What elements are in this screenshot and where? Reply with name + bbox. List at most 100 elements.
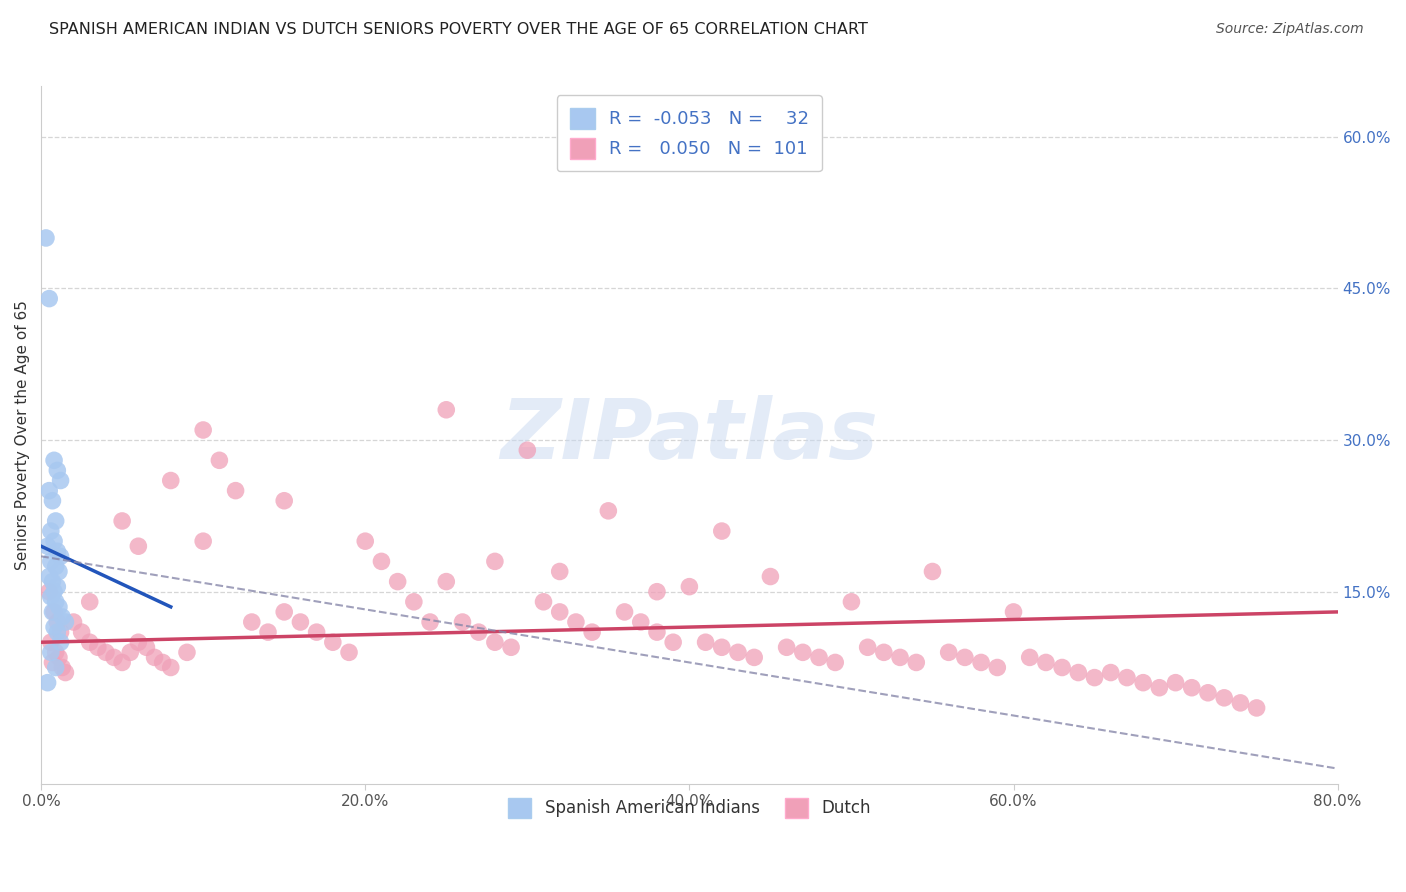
Point (240, 615, 263, 629)
Point (38, 292, 60, 306)
Point (103, 650, 125, 665)
Point (120, 645, 142, 659)
Point (46, 463, 69, 477)
Point (598, 504, 620, 518)
Point (159, 660, 181, 674)
Point (533, 595, 555, 609)
Point (41, 605, 63, 619)
Point (1018, 650, 1040, 665)
Point (176, 645, 198, 659)
Point (824, 656, 846, 670)
Point (42, 620, 65, 634)
Text: ZIPatlas: ZIPatlas (501, 394, 879, 475)
Point (41, 656, 63, 670)
Point (46, 544, 69, 558)
Point (94, 645, 117, 659)
Point (225, 483, 247, 498)
Point (548, 565, 571, 579)
Point (1149, 681, 1171, 695)
Point (290, 615, 312, 629)
Point (42, 453, 65, 467)
Point (645, 584, 668, 599)
Point (45, 595, 67, 609)
Point (48, 599, 70, 614)
Point (1099, 665, 1122, 680)
Point (193, 534, 215, 549)
Point (792, 645, 814, 659)
Point (1002, 605, 1025, 619)
Point (1067, 665, 1090, 680)
Point (1246, 701, 1268, 715)
Point (273, 605, 295, 619)
Point (678, 580, 700, 594)
Point (986, 660, 1008, 674)
Point (273, 493, 295, 508)
Point (1083, 671, 1105, 685)
Point (87, 640, 110, 655)
Point (46, 615, 69, 629)
Point (1229, 696, 1251, 710)
Text: Source: ZipAtlas.com: Source: ZipAtlas.com (1216, 22, 1364, 37)
Point (42, 584, 65, 599)
Point (1213, 690, 1236, 705)
Point (38, 483, 60, 498)
Point (143, 650, 166, 665)
Point (55, 665, 77, 680)
Point (695, 635, 717, 649)
Point (39, 524, 62, 538)
Point (208, 453, 231, 467)
Point (953, 650, 976, 665)
Point (135, 640, 157, 655)
Point (727, 645, 749, 659)
Point (613, 605, 636, 619)
Point (710, 640, 733, 655)
Point (305, 625, 328, 640)
Point (742, 650, 765, 665)
Point (111, 656, 134, 670)
Point (921, 565, 943, 579)
Point (841, 595, 863, 609)
Point (1116, 671, 1139, 685)
Point (759, 569, 782, 583)
Point (808, 650, 831, 665)
Point (41, 493, 63, 508)
Point (257, 625, 280, 640)
Point (370, 554, 392, 568)
Point (49, 635, 72, 649)
Point (434, 574, 457, 589)
Point (45, 660, 67, 674)
Point (35, 231, 58, 245)
Y-axis label: Seniors Poverty Over the Age of 65: Seniors Poverty Over the Age of 65 (15, 300, 30, 570)
Point (337, 645, 360, 659)
Point (79, 595, 101, 609)
Point (49, 549, 72, 564)
Point (419, 615, 441, 629)
Point (49, 474, 72, 488)
Point (775, 640, 797, 655)
Point (39, 635, 62, 649)
Point (1181, 681, 1204, 695)
Point (434, 402, 457, 417)
Point (484, 635, 506, 649)
Point (42, 534, 65, 549)
Point (548, 605, 571, 619)
Point (127, 539, 149, 553)
Point (484, 554, 506, 568)
Point (402, 595, 425, 609)
Legend: Spanish American Indians, Dutch: Spanish American Indians, Dutch (502, 791, 877, 824)
Point (938, 645, 960, 659)
Point (630, 615, 652, 629)
Point (39, 590, 62, 604)
Point (516, 443, 538, 458)
Point (1197, 686, 1219, 700)
Point (46, 580, 69, 594)
Point (322, 635, 344, 649)
Point (45, 645, 67, 659)
Point (1132, 675, 1154, 690)
Point (856, 640, 879, 655)
Point (451, 615, 474, 629)
Point (127, 635, 149, 649)
Point (905, 656, 928, 670)
Point (39, 554, 62, 568)
Point (38, 584, 60, 599)
